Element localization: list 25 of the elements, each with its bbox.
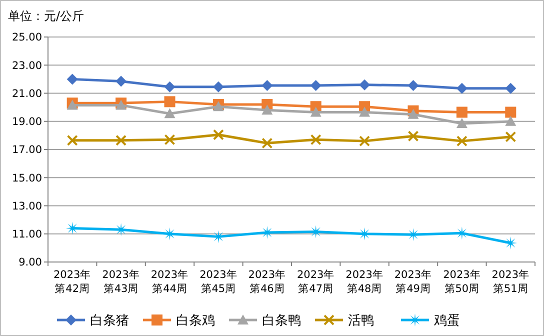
x-tick-label: 2023年第48周	[346, 269, 384, 295]
x-tick-label: 2023年第47周	[296, 269, 335, 295]
x-tick-label: 2023年第44周	[150, 269, 189, 295]
y-tick-label: 21.00	[12, 88, 42, 100]
y-tick-label: 11.00	[12, 228, 42, 241]
x-tick-label: 2023年第46周	[248, 269, 286, 295]
legend-label: 白条猪	[90, 314, 129, 329]
y-tick-label: 25.00	[12, 32, 42, 44]
y-tick-label: 13.00	[12, 200, 42, 212]
y-tick-label: 15.00	[12, 172, 42, 184]
legend-label: 白条鸭	[262, 314, 301, 329]
x-tick-label: 2023年第42周	[53, 269, 92, 295]
x-tick-label: 2023年第49周	[394, 269, 432, 295]
y-tick-label: 17.00	[12, 144, 42, 156]
y-tick-label: 9.00	[18, 256, 42, 269]
y-axis-title: 单位：元/公斤	[8, 9, 84, 23]
y-tick-label: 23.00	[12, 60, 42, 72]
legend-label: 鸡蛋	[433, 314, 460, 329]
y-tick-label: 19.00	[12, 116, 42, 128]
legend-label: 活鸭	[348, 314, 374, 329]
x-tick-label: 2023年第50周	[443, 269, 481, 295]
x-tick-label: 2023年第43周	[102, 269, 140, 295]
legend-label: 白条鸡	[176, 314, 215, 329]
x-tick-label: 2023年第51周	[492, 269, 530, 295]
x-tick-label: 2023年第45周	[200, 269, 238, 295]
